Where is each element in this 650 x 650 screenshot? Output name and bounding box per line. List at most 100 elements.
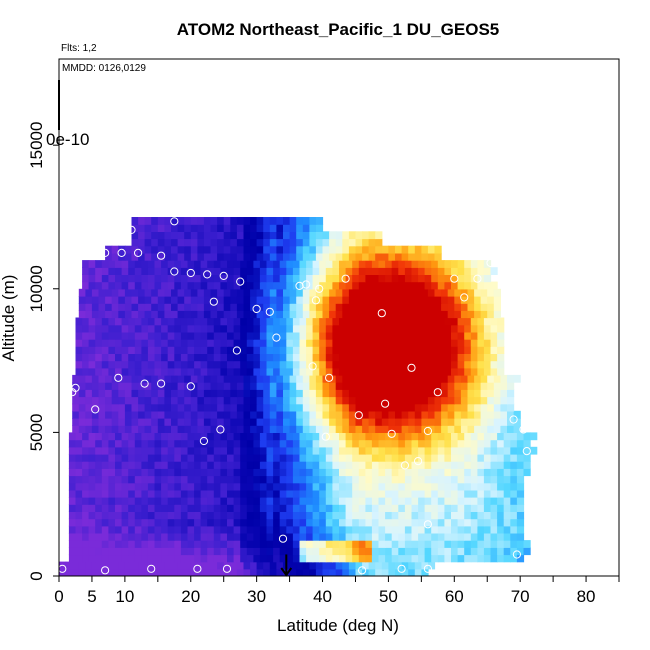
- heatmap-cell: [483, 367, 492, 376]
- heatmap-cell: [306, 532, 314, 541]
- heatmap-cell: [253, 353, 261, 362]
- heatmap-cell: [161, 353, 169, 362]
- heatmap-cell: [236, 310, 245, 319]
- heatmap-cell: [404, 267, 413, 275]
- heatmap-cell: [375, 252, 383, 261]
- heatmap-cell: [510, 554, 518, 563]
- heatmap-cell: [200, 367, 208, 376]
- heatmap-cell: [299, 497, 307, 505]
- heatmap-cell: [470, 360, 478, 369]
- heatmap-cell: [144, 396, 152, 405]
- heatmap-cell: [352, 281, 360, 290]
- heatmap-cell: [187, 439, 195, 448]
- heatmap-cell: [210, 310, 218, 319]
- heatmap-cell: [292, 475, 301, 484]
- heatmap-cell: [335, 418, 343, 426]
- heatmap-cell: [243, 382, 251, 390]
- heatmap-cell: [85, 396, 93, 405]
- heatmap-cell: [352, 339, 360, 347]
- heatmap-cell: [371, 439, 380, 448]
- heatmap-cell: [503, 540, 511, 548]
- heatmap-cell: [510, 532, 518, 541]
- heatmap-cell: [516, 453, 525, 462]
- heatmap-cell: [187, 547, 195, 556]
- heatmap-cell: [108, 324, 116, 333]
- heatmap-cell: [368, 374, 376, 383]
- heatmap-cell: [404, 331, 413, 340]
- heatmap-cell: [101, 453, 109, 462]
- heatmap-cell: [497, 353, 505, 362]
- heatmap-cell: [451, 489, 459, 498]
- chart-title: ATOM2 Northeast_Pacific_1 DU_GEOS5: [177, 20, 500, 39]
- heatmap-cell: [348, 238, 357, 247]
- heatmap-cell: [230, 374, 238, 383]
- heatmap-cell: [319, 554, 327, 563]
- heatmap-cell: [365, 468, 373, 477]
- heatmap-cell: [236, 238, 245, 247]
- heatmap-cell: [263, 296, 271, 304]
- heatmap-cell: [180, 547, 189, 556]
- heatmap-cell: [68, 446, 77, 455]
- heatmap-cell: [220, 525, 228, 534]
- heatmap-cell: [362, 245, 370, 254]
- heatmap-cell: [95, 540, 103, 548]
- heatmap-cell: [411, 432, 419, 441]
- heatmap-cell: [411, 511, 419, 520]
- heatmap-cell: [381, 252, 389, 261]
- sample-point: [354, 411, 363, 420]
- heatmap-cell: [213, 475, 221, 484]
- heatmap-cell: [391, 489, 399, 498]
- heatmap-cell: [220, 260, 228, 268]
- heatmap-cell: [312, 461, 320, 469]
- heatmap-cell: [128, 281, 136, 290]
- heatmap-cell: [391, 518, 399, 527]
- heatmap-cell: [276, 224, 284, 232]
- heatmap-cell: [286, 446, 294, 455]
- heatmap-cell: [497, 453, 505, 462]
- heatmap-cell: [223, 410, 231, 419]
- heatmap-cell: [371, 468, 380, 477]
- heatmap-cell: [240, 367, 248, 376]
- heatmap-cell: [299, 446, 307, 455]
- heatmap-cell: [157, 288, 165, 297]
- heatmap-cell: [75, 432, 83, 441]
- heatmap-cell: [441, 425, 449, 433]
- heatmap-cell: [348, 389, 357, 398]
- heatmap-cell: [167, 339, 175, 347]
- heatmap-cell: [477, 281, 485, 290]
- sample-point: [460, 293, 469, 302]
- heatmap-cell: [95, 468, 103, 477]
- heatmap-cell: [174, 525, 182, 534]
- heatmap-cell: [378, 518, 386, 527]
- heatmap-cell: [470, 446, 478, 455]
- heatmap-cell: [332, 511, 340, 520]
- heatmap-cell: [289, 217, 297, 225]
- heatmap-cell: [444, 475, 452, 484]
- heatmap-cell: [82, 267, 90, 275]
- heatmap-cell: [503, 518, 511, 527]
- heatmap-cell: [266, 511, 274, 520]
- heatmap-cell: [371, 331, 380, 340]
- heatmap-cell: [434, 389, 442, 398]
- heatmap-cell: [447, 296, 455, 304]
- heatmap-cell: [464, 461, 472, 469]
- heatmap-cell: [362, 296, 370, 304]
- heatmap-cell: [510, 511, 518, 520]
- heatmap-cell: [302, 568, 310, 576]
- heatmap-cell: [161, 475, 169, 484]
- heatmap-cell: [98, 303, 106, 311]
- heatmap-cell: [72, 568, 80, 576]
- heatmap-cell: [480, 310, 488, 319]
- heatmap-cell: [345, 525, 353, 534]
- heatmap-cell: [411, 281, 419, 290]
- heatmap-cell: [289, 561, 297, 570]
- heatmap-cell: [164, 389, 172, 398]
- heatmap-cell: [250, 403, 258, 412]
- heatmap-cell: [68, 511, 77, 520]
- heatmap-cell: [124, 403, 133, 412]
- heatmap-cell: [253, 260, 261, 268]
- heatmap-cell: [395, 425, 403, 433]
- heatmap-cell: [233, 540, 241, 548]
- heatmap-cell: [124, 418, 133, 426]
- heatmap-cell: [299, 547, 307, 556]
